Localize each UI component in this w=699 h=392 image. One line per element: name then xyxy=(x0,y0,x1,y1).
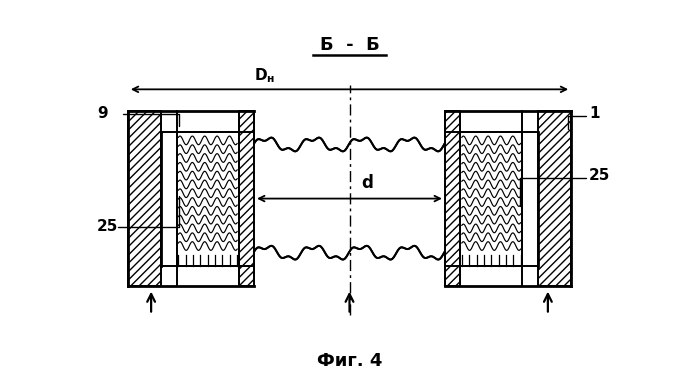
Text: 9: 9 xyxy=(97,106,108,121)
Text: 25: 25 xyxy=(589,168,610,183)
Bar xyxy=(254,145,445,252)
Bar xyxy=(460,132,522,265)
Bar xyxy=(128,111,161,286)
Bar xyxy=(538,111,571,286)
Text: 25: 25 xyxy=(97,220,118,234)
Text: d: d xyxy=(361,174,373,192)
Text: $\mathbf{D_н}$: $\mathbf{D_н}$ xyxy=(254,67,275,85)
Bar xyxy=(239,111,254,286)
Text: Фиг. 4: Фиг. 4 xyxy=(317,352,382,370)
Bar xyxy=(445,111,460,286)
Text: Б  -  Б: Б - Б xyxy=(319,36,380,54)
Text: 1: 1 xyxy=(589,106,600,121)
Bar xyxy=(177,132,239,265)
